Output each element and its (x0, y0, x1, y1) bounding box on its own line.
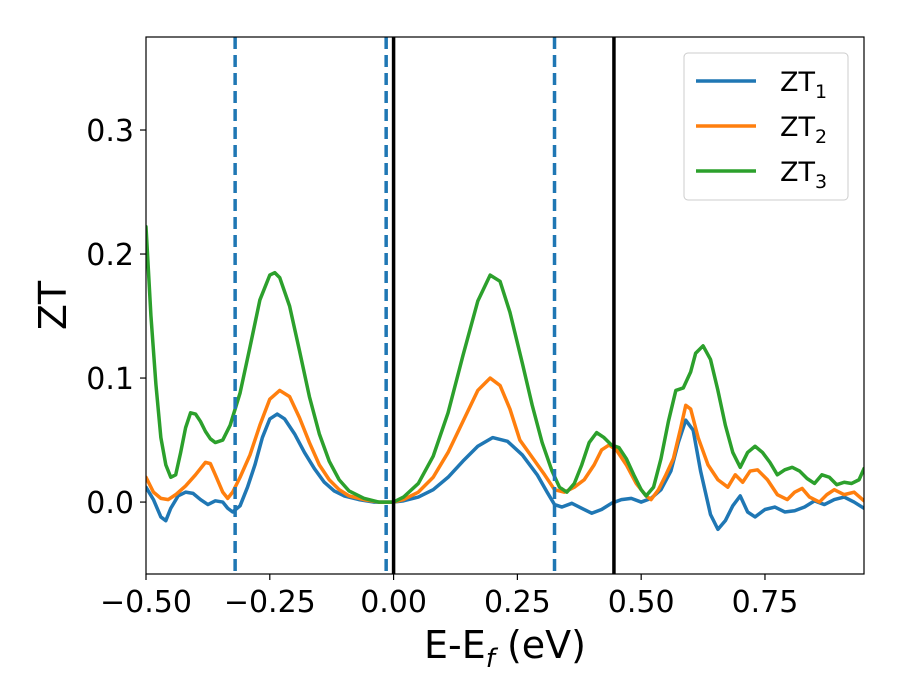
x-tick-label: 0.25 (484, 585, 551, 620)
y-tick-label: 0.3 (86, 114, 134, 149)
legend-label-zt1: ZT1 (780, 67, 827, 103)
x-tick-label: 0.50 (608, 585, 675, 620)
y-axis: 0.0 0.1 0.2 0.3 (86, 114, 146, 521)
series-line-zt2 (146, 376, 864, 504)
x-tick-label: 0.75 (732, 585, 799, 620)
y-axis-label: ZT (31, 280, 75, 330)
y-tick-label: 0.0 (86, 486, 134, 521)
series-line-zt3 (146, 225, 864, 504)
x-tick-label: −0.50 (100, 585, 192, 620)
legend-label-zt2: ZT2 (780, 112, 827, 148)
plot-area (146, 37, 864, 574)
y-tick-label: 0.1 (86, 362, 134, 397)
x-tick-label: −0.25 (224, 585, 316, 620)
x-axis: −0.50 −0.25 0.00 0.25 0.50 0.75 (100, 574, 798, 620)
axes-frame (145, 36, 865, 575)
legend-label-zt3: ZT3 (780, 157, 827, 193)
legend: ZT1 ZT2 ZT3 (683, 52, 849, 201)
legend-box (683, 52, 849, 201)
y-tick-label: 0.2 (86, 238, 134, 273)
x-axis-label: E-Ef (eV) (424, 623, 586, 674)
series-line-zt1 (146, 412, 864, 532)
x-tick-label: 0.00 (360, 585, 427, 620)
